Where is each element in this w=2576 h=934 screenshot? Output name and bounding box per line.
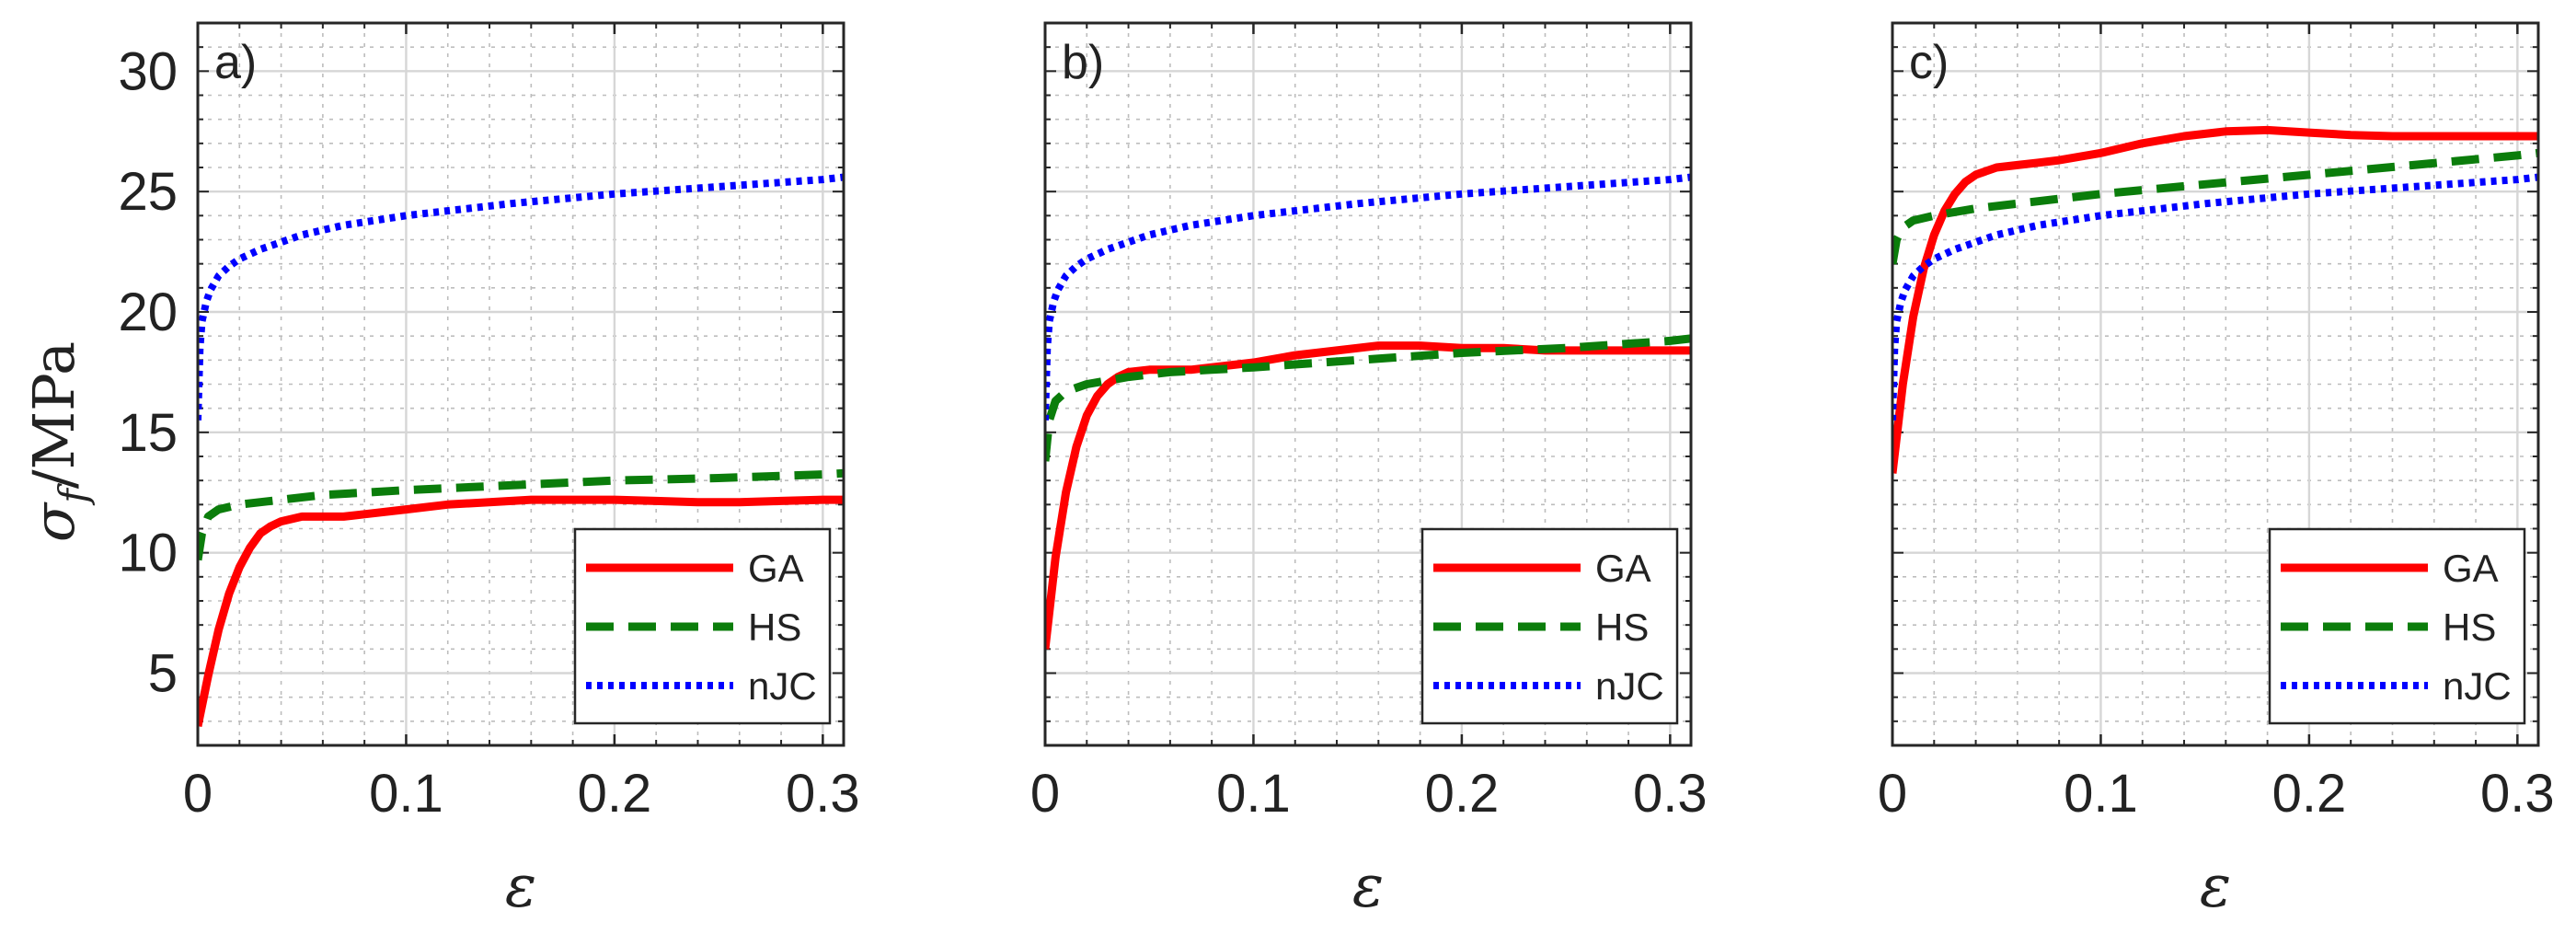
x-tick-label: 0.2 xyxy=(578,764,652,824)
y-axis-label-symbol: σ xyxy=(20,502,87,542)
legend-label-ga: GA xyxy=(748,547,804,590)
y-tick-label: 25 xyxy=(118,162,178,222)
panel-label: c) xyxy=(1909,36,1949,89)
series-line-njc xyxy=(198,173,844,421)
x-tick-label: 0 xyxy=(1878,764,1907,824)
x-tick-label: 0.3 xyxy=(786,764,860,824)
y-tick-label: 15 xyxy=(118,403,178,463)
series-line-hs xyxy=(1892,148,2538,265)
legend-label-ga: GA xyxy=(1595,547,1651,590)
panel-label: a) xyxy=(214,36,257,89)
legend-label-njc: nJC xyxy=(748,664,817,708)
panel-label: b) xyxy=(1062,36,1104,89)
legend-box xyxy=(2268,527,2526,725)
axes-frame xyxy=(1891,21,2540,747)
y-tick-label: 5 xyxy=(148,644,178,704)
legend-label-njc: nJC xyxy=(1595,664,1664,708)
series-line-hs xyxy=(1045,334,1691,462)
x-tick-label: 0.1 xyxy=(2064,764,2138,824)
axes-frame xyxy=(1043,21,1693,747)
x-tick-label: 0.3 xyxy=(1633,764,1708,824)
y-axis-label: σf/MPa xyxy=(20,341,96,542)
y-tick-label: 10 xyxy=(118,524,178,583)
y-tick-label: 20 xyxy=(118,283,178,342)
series-line-ga xyxy=(198,495,844,728)
x-axis-label: ε xyxy=(505,853,536,921)
y-tick-label: 30 xyxy=(118,41,178,101)
legend: GA HS nJC xyxy=(1420,527,1679,725)
x-tick-label: 0 xyxy=(1030,764,1060,824)
legend: GA HS nJC xyxy=(573,527,832,725)
legend-label-ga: GA xyxy=(2443,547,2499,590)
x-tick-label: 0.1 xyxy=(1216,764,1291,824)
axes-frame xyxy=(196,21,845,747)
panel-1: 0 0.1 0.2 0.3 5 10 15 20 25 30 ε a) GA HS nJC xyxy=(118,21,860,921)
x-tick-label: 0.2 xyxy=(1425,764,1500,824)
legend-label-njc: nJC xyxy=(2443,664,2512,708)
legend: GA HS nJC xyxy=(2268,527,2526,725)
series-line-njc xyxy=(1892,173,2538,421)
x-axis-label: ε xyxy=(1352,853,1384,921)
legend-label-hs: HS xyxy=(2443,605,2496,649)
series-line-njc xyxy=(1045,173,1691,421)
legend-box xyxy=(573,527,832,725)
legend-label-hs: HS xyxy=(748,605,801,649)
series-line-hs xyxy=(198,468,844,561)
panel-2: 0 0.1 0.2 0.3 ε b) GA HS nJC xyxy=(1030,21,1708,921)
x-tick-label: 0.3 xyxy=(2480,764,2555,824)
x-axis-label: ε xyxy=(2200,853,2231,921)
x-tick-label: 0 xyxy=(183,764,213,824)
legend-label-hs: HS xyxy=(1595,605,1649,649)
legend-box xyxy=(1420,527,1679,725)
x-tick-label: 0.1 xyxy=(369,764,443,824)
x-tick-label: 0.2 xyxy=(2272,764,2347,824)
series-line-ga xyxy=(1892,125,2538,474)
y-axis-label-unit: /MPa xyxy=(20,341,87,489)
panel-3: 0 0.1 0.2 0.3 ε c) GA HS nJC xyxy=(1878,21,2555,921)
